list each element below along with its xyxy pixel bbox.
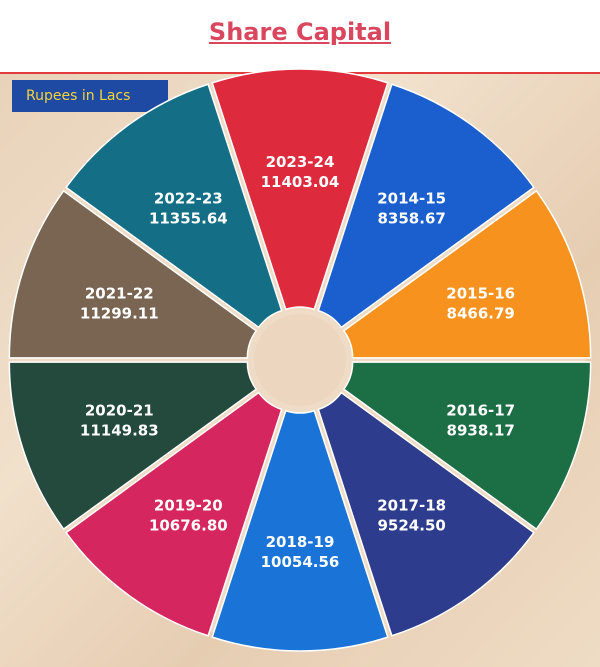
slice-label-year: 2015-16 xyxy=(446,284,515,302)
pie-slice-2014-15 xyxy=(317,83,535,329)
slice-label-year: 2020-21 xyxy=(85,402,154,420)
slice-label-value: 8938.17 xyxy=(447,422,515,440)
slice-label-year: 2018-19 xyxy=(266,533,335,551)
pie-slice-2018-19 xyxy=(211,409,389,652)
slice-label-value: 11355.64 xyxy=(149,209,228,227)
pie-slice-2015-16 xyxy=(342,189,592,359)
pie-slice-2022-23 xyxy=(65,83,283,329)
slice-label-year: 2016-17 xyxy=(446,402,515,420)
pie-slice-2019-20 xyxy=(65,391,283,637)
slice-label-value: 10676.80 xyxy=(149,517,228,535)
slice-label-value: 11299.11 xyxy=(80,304,159,322)
unit-label: Rupees in Lacs xyxy=(12,80,168,112)
slice-label-value: 11403.04 xyxy=(261,173,340,191)
slice-label-year: 2021-22 xyxy=(85,284,154,302)
pie-slice-2020-21 xyxy=(8,361,258,531)
pie-slice-2021-22 xyxy=(8,189,258,359)
slice-label-value: 9524.50 xyxy=(378,517,446,535)
pie-slice-2023-24 xyxy=(211,68,389,311)
pie-slice-2017-18 xyxy=(317,391,535,637)
slice-label-value: 11149.83 xyxy=(80,422,159,440)
pie-slice-2016-17 xyxy=(342,361,592,531)
pie-center-hole xyxy=(254,314,346,406)
slice-label-value: 10054.56 xyxy=(261,553,340,571)
slice-label-value: 8466.79 xyxy=(447,304,515,322)
chart-title: Share Capital xyxy=(208,18,392,46)
slice-label-year: 2019-20 xyxy=(154,497,223,515)
slice-label-year: 2014-15 xyxy=(377,189,446,207)
slice-label-year: 2017-18 xyxy=(377,497,446,515)
slice-label-value: 8358.67 xyxy=(378,209,446,227)
slice-label-year: 2023-24 xyxy=(266,153,335,171)
slice-label-year: 2022-23 xyxy=(154,189,223,207)
